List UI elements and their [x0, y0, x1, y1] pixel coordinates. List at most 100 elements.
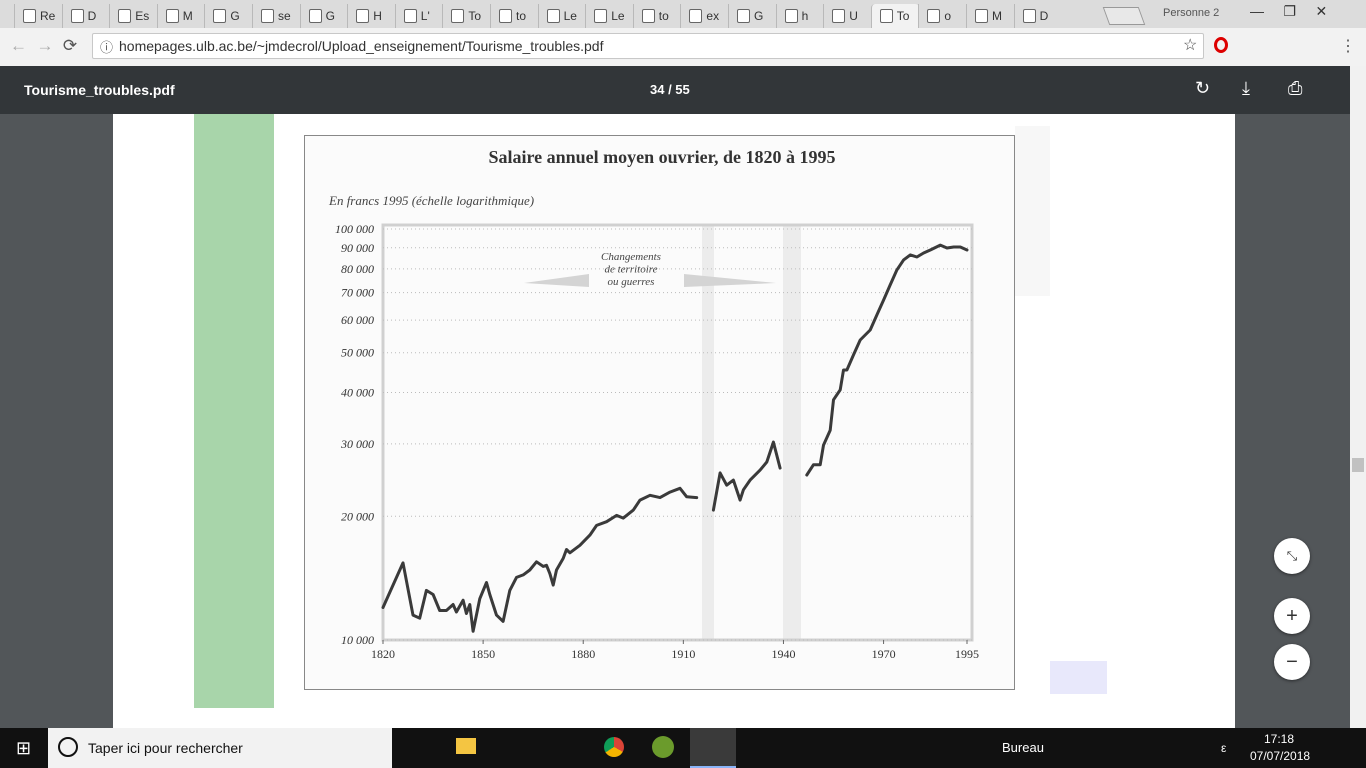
tab-icon[interactable]	[308, 9, 322, 23]
omnibox[interactable]: ⓘ homepages.ulb.ac.be/~jmdecrol/Upload_e…	[92, 33, 1204, 59]
print-button[interactable]: ⎙	[1288, 78, 1303, 98]
tab-title[interactable]: Es	[135, 9, 150, 23]
scrollbar[interactable]	[1350, 66, 1366, 728]
tab-title[interactable]: se	[278, 9, 291, 23]
chart-frame	[304, 135, 1015, 690]
window-controls[interactable]: — ❐ ✕	[1250, 3, 1328, 19]
tab-icon[interactable]	[261, 9, 274, 23]
profile[interactable]: Personne 2	[1163, 7, 1220, 19]
info-icon[interactable]: ⓘ	[100, 40, 114, 55]
tab[interactable]: Re	[14, 4, 62, 28]
zoom-in[interactable]: +	[1274, 598, 1310, 634]
tab-icon[interactable]	[1022, 9, 1036, 23]
tab-icon[interactable]	[594, 9, 608, 23]
tab-title[interactable]: o	[944, 9, 952, 23]
tab[interactable]: se	[252, 4, 300, 28]
tab[interactable]: o	[918, 4, 966, 28]
chrome-icon[interactable]	[604, 737, 624, 757]
rotate-button[interactable]: ↻	[1195, 78, 1211, 98]
tab-title[interactable]: H	[373, 9, 382, 23]
tab[interactable]: Le	[585, 4, 633, 28]
tab-title[interactable]: ex	[706, 9, 720, 23]
tab-title[interactable]: Le	[563, 9, 577, 23]
new-tab[interactable]	[1102, 7, 1146, 25]
tab[interactable]: G	[299, 4, 348, 28]
tab-icon[interactable]	[499, 9, 512, 23]
tab-icon[interactable]	[356, 9, 370, 23]
start-button[interactable]: ⊞	[16, 738, 32, 758]
tab-title[interactable]: G	[230, 9, 240, 23]
explorer-icon[interactable]	[456, 738, 476, 754]
tab-title[interactable]: U	[849, 9, 858, 23]
tab-icon[interactable]	[403, 9, 417, 23]
tab-icon[interactable]	[689, 9, 703, 23]
tab-icon[interactable]	[118, 9, 132, 23]
tab[interactable]: h	[775, 4, 824, 28]
torrent-icon[interactable]	[652, 736, 674, 758]
tab-title[interactable]: G	[325, 9, 335, 23]
language[interactable]: ε	[1221, 741, 1227, 755]
nav-buttons[interactable]: ← → ⟳	[10, 36, 78, 55]
tab-icon[interactable]	[213, 9, 227, 23]
tab-title[interactable]: Re	[40, 9, 56, 23]
tab[interactable]: M	[156, 4, 205, 28]
tab-title[interactable]: To	[468, 9, 482, 23]
tab-title[interactable]: To	[896, 9, 910, 23]
tab-title[interactable]: to	[516, 9, 527, 23]
tab-title[interactable]: G	[754, 9, 764, 23]
tab-icon[interactable]	[879, 9, 893, 23]
tab-icon[interactable]	[165, 9, 179, 23]
tab[interactable]: D	[61, 4, 110, 28]
bookmark-star[interactable]: ☆	[1183, 37, 1198, 54]
search-placeholder[interactable]: Taper ici pour rechercher	[88, 740, 243, 756]
tab[interactable]: Le	[537, 4, 586, 28]
tab-title[interactable]: Le	[611, 9, 625, 23]
tab-icon[interactable]	[975, 9, 988, 23]
tab[interactable]: To	[442, 4, 490, 28]
tab-icon[interactable]	[784, 9, 798, 23]
search-box[interactable]: Taper ici pour rechercher	[48, 728, 392, 768]
tab-icon[interactable]	[641, 9, 655, 23]
y-tick-label: 80 000	[341, 262, 374, 276]
scroll-thumb[interactable]	[1352, 458, 1364, 472]
x-tick-label: 1940	[771, 647, 795, 661]
tab[interactable]: U	[823, 4, 871, 28]
tab-icon[interactable]	[70, 9, 84, 23]
tab-icon[interactable]	[832, 9, 846, 23]
tab[interactable]: Es	[109, 4, 157, 28]
tab[interactable]: to	[632, 4, 681, 28]
tab[interactable]: To	[870, 4, 919, 28]
url[interactable]: homepages.ulb.ac.be/~jmdecrol/Upload_ens…	[119, 38, 604, 54]
tab-icon[interactable]	[737, 9, 750, 23]
tab[interactable]: D	[1013, 4, 1062, 28]
download-button[interactable]: ⤓	[1242, 78, 1250, 98]
tab-title[interactable]: M	[182, 9, 193, 23]
pdf-viewport: Salaire annuel moyen ouvrier, de 1820 à …	[0, 114, 1350, 728]
tab-icon[interactable]	[23, 9, 36, 23]
clock-date[interactable]: 07/07/2018	[1250, 749, 1311, 763]
tab[interactable]: ex	[680, 4, 728, 28]
tab-icon[interactable]	[451, 9, 465, 23]
tab-title[interactable]: M	[992, 9, 1002, 23]
toolbar-label[interactable]: Bureau	[1002, 740, 1044, 755]
extension-icon[interactable]	[1214, 37, 1228, 53]
active-app[interactable]	[690, 728, 736, 768]
tab-title[interactable]: D	[1039, 9, 1049, 23]
tab-title[interactable]: L'	[420, 9, 430, 23]
tab-title[interactable]: to	[658, 9, 669, 23]
tab[interactable]: G	[204, 4, 252, 28]
tab[interactable]: H	[347, 4, 395, 28]
fit-button[interactable]: ⤡	[1274, 538, 1310, 574]
x-tick-label: 1995	[955, 647, 979, 661]
tab-icon[interactable]	[927, 9, 941, 23]
tab-title[interactable]: h	[801, 9, 809, 23]
tab[interactable]: L'	[394, 4, 443, 28]
tab-icon[interactable]	[546, 9, 560, 23]
clock-time[interactable]: 17:18	[1264, 732, 1295, 746]
tab[interactable]: G	[728, 4, 776, 28]
zoom-out[interactable]: −	[1274, 644, 1310, 680]
tab[interactable]: M	[966, 4, 1014, 28]
tab-title[interactable]: D	[87, 9, 97, 23]
tab[interactable]: to	[490, 4, 538, 28]
menu[interactable]: ⋮	[1340, 38, 1356, 55]
